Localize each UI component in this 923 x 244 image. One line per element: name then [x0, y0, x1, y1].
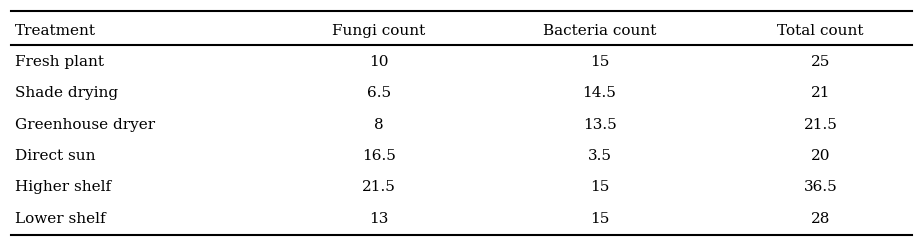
Text: 21.5: 21.5 — [362, 181, 396, 194]
Text: 36.5: 36.5 — [804, 181, 837, 194]
Text: 15: 15 — [590, 55, 609, 69]
Text: Higher shelf: Higher shelf — [15, 181, 112, 194]
Text: Greenhouse dryer: Greenhouse dryer — [15, 118, 155, 132]
Text: Total count: Total count — [777, 24, 864, 38]
Text: Direct sun: Direct sun — [15, 149, 96, 163]
Text: 20: 20 — [810, 149, 830, 163]
Text: Treatment: Treatment — [15, 24, 96, 38]
Text: 25: 25 — [810, 55, 830, 69]
Text: Bacteria count: Bacteria count — [543, 24, 656, 38]
Text: 21: 21 — [810, 86, 830, 101]
Text: 14.5: 14.5 — [582, 86, 617, 101]
Text: 16.5: 16.5 — [362, 149, 396, 163]
Text: 15: 15 — [590, 181, 609, 194]
Text: Fresh plant: Fresh plant — [15, 55, 104, 69]
Text: 21.5: 21.5 — [803, 118, 837, 132]
Text: 3.5: 3.5 — [588, 149, 612, 163]
Text: 13.5: 13.5 — [582, 118, 617, 132]
Text: 8: 8 — [374, 118, 383, 132]
Text: 13: 13 — [369, 212, 389, 226]
Text: Shade drying: Shade drying — [15, 86, 118, 101]
Text: Fungi count: Fungi count — [332, 24, 426, 38]
Text: Lower shelf: Lower shelf — [15, 212, 106, 226]
Text: 6.5: 6.5 — [366, 86, 390, 101]
Text: 15: 15 — [590, 212, 609, 226]
Text: 28: 28 — [810, 212, 830, 226]
Text: 10: 10 — [369, 55, 389, 69]
